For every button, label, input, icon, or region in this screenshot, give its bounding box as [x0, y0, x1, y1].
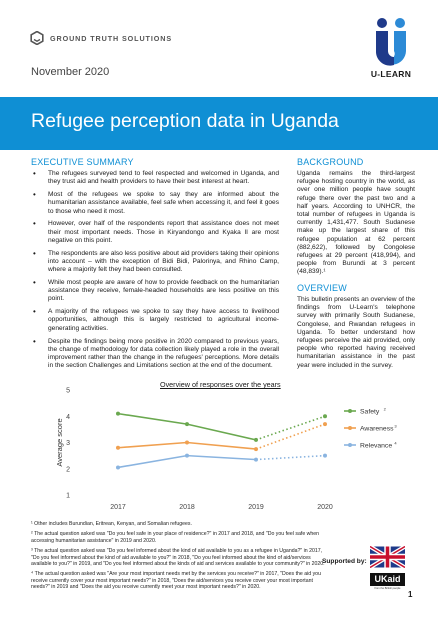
footnote: ³ The actual question asked was "Do you … — [31, 548, 325, 568]
list-item: A majority of the refugees we spoke to s… — [31, 308, 279, 333]
list-item: However, over half of the respondents re… — [31, 220, 279, 245]
list-item: The respondents are also less positive a… — [31, 250, 279, 275]
background-heading: BACKGROUND — [297, 157, 364, 167]
legend-footnote-ref: 4 — [394, 441, 397, 446]
y-tick-label: 2 — [66, 466, 70, 473]
ukaid-logo: UKaid from the British people — [368, 544, 407, 590]
y-axis-label: Average score — [55, 418, 64, 466]
legend-footnote-ref: 2 — [384, 407, 387, 412]
x-tick-label: 2018 — [179, 504, 195, 511]
chart-title: Overview of responses over the years — [160, 380, 281, 389]
footnotes: ¹ Other includes Burundian, Eritrean, Ke… — [31, 521, 331, 595]
footnote: ¹ Other includes Burundian, Eritrean, Ke… — [31, 521, 192, 527]
series-line — [117, 412, 257, 441]
page-title: Refugee perception data in Uganda — [31, 110, 339, 132]
series-projection-line — [255, 423, 326, 450]
list-item: While most people are aware of how to pr… — [31, 279, 279, 304]
y-tick-label: 3 — [66, 440, 70, 447]
series-projection-line — [255, 454, 326, 461]
u-learn-wordmark: U-LEARN — [370, 69, 412, 79]
data-point — [254, 457, 258, 462]
legend-label: Awareness — [360, 426, 394, 433]
data-point — [323, 422, 327, 427]
ukaid-wordmark: UKaid — [370, 573, 405, 586]
data-point — [185, 453, 189, 458]
ground-truth-logo: GROUND TRUTH SOLUTIONS — [30, 31, 172, 45]
responses-chart: Overview of responses over the years 1 2 3… — [0, 378, 438, 518]
list-item: The refugees surveyed tend to feel respe… — [31, 170, 279, 186]
x-tick-label: 2019 — [248, 504, 264, 511]
y-tick-label: 5 — [66, 388, 70, 395]
supported-by-label: Supported by: — [322, 558, 367, 565]
data-point — [185, 440, 189, 445]
page-number: 1 — [408, 590, 413, 599]
footnote: ⁴ The actual question asked was "Are you… — [31, 571, 321, 591]
y-tick-label: 1 — [66, 493, 70, 500]
union-jack-icon — [368, 544, 407, 570]
legend-marker — [348, 409, 352, 413]
ukaid-subtitle: from the British people — [374, 587, 401, 590]
data-point — [116, 445, 120, 450]
legend-label: Relevance — [360, 443, 392, 450]
report-date: November 2020 — [31, 66, 110, 78]
data-point — [116, 411, 120, 416]
legend-marker — [348, 426, 352, 430]
u-learn-logo: U-LEARN — [364, 16, 418, 79]
list-item: Despite the findings being more positive… — [31, 338, 279, 371]
list-item: Most of the refugees we spoke to say the… — [31, 191, 279, 216]
x-tick-label: 2020 — [317, 504, 333, 511]
legend-footnote-ref: 3 — [394, 424, 397, 429]
line-chart: 1 2 3 4 5 Average score 2017 2018 2019 2020 Safety… — [55, 388, 397, 512]
hexagon-logo-icon — [30, 31, 44, 45]
title-banner: Refugee perception data in Uganda — [0, 97, 438, 150]
overview-text: This bulletin presents an overview of th… — [297, 296, 415, 369]
data-point — [185, 422, 189, 427]
background-text: Uganda remains the third-largest refugee… — [297, 170, 415, 276]
overview-heading: OVERVIEW — [297, 283, 347, 293]
footnote: ² The actual question asked was "Do you … — [31, 531, 320, 544]
series-projection-line — [255, 415, 326, 441]
y-tick-label: 4 — [66, 414, 70, 421]
data-point — [323, 414, 327, 419]
u-learn-mark-icon — [375, 18, 406, 66]
data-point — [323, 453, 327, 458]
legend-marker — [348, 443, 352, 447]
x-tick-label: 2017 — [110, 504, 126, 511]
executive-summary-list: The refugees surveyed tend to feel respe… — [31, 170, 279, 375]
org-name: GROUND TRUTH SOLUTIONS — [50, 33, 173, 43]
data-point — [116, 465, 120, 470]
data-point — [254, 437, 258, 442]
executive-summary-heading: EXECUTIVE SUMMARY — [31, 157, 134, 167]
legend-label: Safety — [360, 409, 380, 416]
data-point — [254, 447, 258, 452]
